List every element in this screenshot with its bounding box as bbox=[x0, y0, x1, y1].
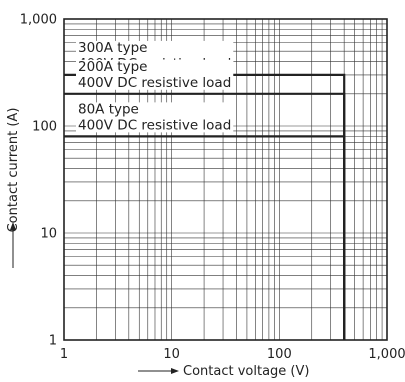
y-tick-label: 1 bbox=[49, 334, 57, 349]
x-tick-label: 10 bbox=[163, 347, 180, 362]
x-tick-label: 100 bbox=[267, 347, 292, 362]
annotation-line-1: 300A type bbox=[78, 40, 147, 56]
x-tick-label: 1 bbox=[60, 347, 68, 362]
annotation-line-1: 200A type bbox=[78, 59, 147, 75]
y-axis-arrow-head bbox=[10, 222, 16, 230]
x-axis-arrow-head bbox=[171, 368, 179, 374]
y-axis-title: Contact current (A) bbox=[6, 108, 21, 268]
y-tick-label: 100 bbox=[32, 120, 57, 135]
y-tick-label: 10 bbox=[40, 227, 57, 242]
y-axis-label: Contact current (A) bbox=[6, 108, 21, 233]
annotation-line-2: 400V DC resistive load bbox=[78, 75, 231, 91]
tick-labels: 1 10 100 1,000 1 10 100 1,000 bbox=[20, 13, 405, 363]
annotation-line-1: 80A type bbox=[78, 101, 139, 117]
x-axis-title: Contact voltage (V) bbox=[138, 364, 309, 379]
annotation-background bbox=[76, 102, 234, 133]
y-tick-label: 1,000 bbox=[20, 13, 57, 28]
series-line-3 bbox=[64, 135, 346, 340]
plot-frame bbox=[63, 18, 388, 341]
annotation-background bbox=[76, 59, 234, 90]
x-tick-label: 1,000 bbox=[368, 347, 405, 362]
x-axis-label: Contact voltage (V) bbox=[183, 364, 309, 379]
annotation-line-2: 400V DC resistive load bbox=[78, 117, 231, 133]
